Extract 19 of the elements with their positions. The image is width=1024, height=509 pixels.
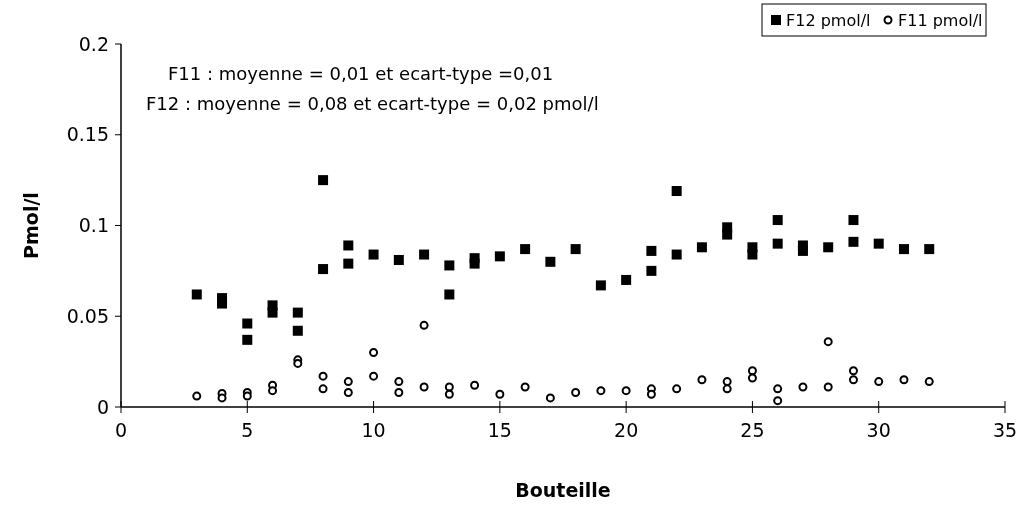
y-tick-label: 0 bbox=[96, 395, 109, 418]
y-tick-label: 0.2 bbox=[78, 32, 109, 55]
x-axis-title: Bouteille bbox=[515, 479, 611, 501]
x-tick-label: 15 bbox=[487, 419, 512, 441]
x-tick-label: 25 bbox=[740, 419, 765, 441]
annotation: F11 : moyenne = 0,01 et ecart-type =0,01 bbox=[168, 63, 554, 84]
x-tick-label: 5 bbox=[241, 419, 254, 441]
y-tick-label: 0.05 bbox=[66, 304, 109, 327]
legend-label: F11 pmol/l bbox=[898, 11, 983, 30]
x-tick-label: 35 bbox=[992, 419, 1018, 441]
y-tick-label: 0.15 bbox=[66, 123, 109, 146]
x-tick-label: 0 bbox=[114, 419, 128, 441]
legend-label: F12 pmol/l bbox=[786, 11, 871, 30]
x-tick-label: 10 bbox=[361, 419, 386, 441]
annotation: F12 : moyenne = 0,08 et ecart-type = 0,02 pmol/l bbox=[146, 93, 599, 114]
x-tick-label: 30 bbox=[866, 419, 891, 441]
x-tick-label: 20 bbox=[614, 419, 639, 441]
y-tick-label: 0.1 bbox=[78, 214, 109, 237]
y-axis-title: Pmol/l bbox=[20, 192, 42, 259]
